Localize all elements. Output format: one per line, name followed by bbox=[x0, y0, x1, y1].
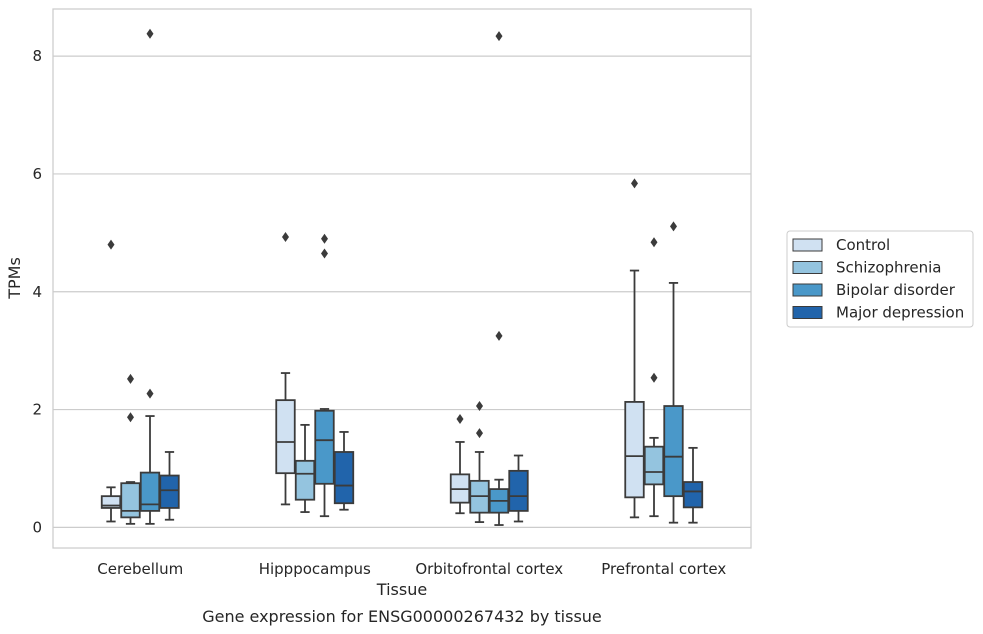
box-plot bbox=[333, 431, 355, 511]
iqr-box bbox=[275, 399, 296, 475]
outlier-point bbox=[127, 373, 134, 384]
iqr-box bbox=[643, 445, 665, 486]
iqr-box bbox=[314, 409, 335, 485]
legend-swatch bbox=[792, 283, 823, 297]
y-tick-label: 0 bbox=[32, 518, 42, 536]
box-plot bbox=[314, 233, 335, 518]
iqr-box bbox=[682, 481, 704, 509]
legend-swatch bbox=[792, 238, 823, 252]
outlier-point bbox=[476, 428, 483, 439]
outlier-point bbox=[127, 412, 134, 423]
x-tick-label: Orbitofrontal cortex bbox=[415, 560, 563, 578]
iqr-box bbox=[139, 471, 161, 512]
legend-frame bbox=[786, 230, 974, 328]
legend-label: Bipolar disorder bbox=[836, 281, 956, 299]
y-tick-label: 8 bbox=[32, 47, 42, 65]
outlier-point bbox=[650, 237, 658, 248]
legend-label: Control bbox=[836, 236, 890, 254]
outlier-point bbox=[282, 231, 289, 242]
legend-label: Major depression bbox=[836, 304, 964, 322]
iqr-box bbox=[294, 459, 316, 501]
iqr-box bbox=[333, 451, 355, 505]
box-plot bbox=[159, 451, 180, 521]
legend-label: Schizophrenia bbox=[836, 259, 941, 277]
boxes bbox=[100, 28, 704, 526]
x-tick-label: Cerebellum bbox=[97, 560, 183, 578]
box-plot bbox=[508, 454, 529, 523]
legend-swatch bbox=[792, 306, 823, 319]
box-plot bbox=[682, 446, 704, 524]
chart-caption: Gene expression for ENSG00000267432 by t… bbox=[202, 607, 602, 626]
y-tick-label: 4 bbox=[32, 283, 42, 301]
iqr-box bbox=[508, 469, 529, 512]
outlier-point bbox=[321, 233, 328, 244]
iqr-box bbox=[159, 474, 180, 509]
iqr-box bbox=[120, 482, 141, 519]
outlier-point bbox=[456, 413, 464, 424]
y-tick-label: 2 bbox=[32, 401, 42, 419]
x-axis-title: Tissue bbox=[376, 580, 427, 599]
outlier-point bbox=[631, 178, 638, 189]
outlier-point bbox=[107, 239, 115, 250]
box-plot bbox=[488, 31, 510, 526]
y-axis-title: TPMs bbox=[5, 257, 24, 300]
x-tick-labels: Cerebellum Hipppocampus Orbitofrontal cort… bbox=[97, 560, 726, 578]
legend-swatch bbox=[792, 261, 823, 274]
box-plot bbox=[294, 423, 316, 513]
box-plot bbox=[663, 221, 684, 524]
legend: Control Schizophrenia Bipolar disorder Majo… bbox=[786, 230, 974, 328]
box-plot bbox=[449, 413, 471, 515]
box-plot bbox=[120, 373, 141, 525]
outlier-point bbox=[495, 31, 503, 42]
outlier-point bbox=[476, 401, 483, 412]
outlier-point bbox=[146, 388, 154, 399]
iqr-box bbox=[624, 401, 645, 499]
outlier-point bbox=[495, 330, 503, 341]
box-plot bbox=[643, 237, 665, 518]
iqr-box bbox=[663, 405, 684, 498]
iqr-box bbox=[100, 495, 122, 509]
box-plot bbox=[624, 178, 645, 519]
y-tick-label: 6 bbox=[32, 165, 42, 183]
outlier-point bbox=[670, 221, 677, 232]
outlier-point bbox=[650, 372, 658, 383]
box-plot bbox=[100, 239, 122, 523]
box-plot bbox=[139, 28, 161, 525]
box-plot bbox=[469, 401, 490, 523]
outlier-point bbox=[321, 248, 328, 259]
x-tick-label: Hipppocampus bbox=[259, 560, 371, 578]
x-tick-label: Prefrontal cortex bbox=[601, 560, 726, 578]
box-plot bbox=[275, 231, 296, 506]
y-tick-labels: 0 2 4 6 8 bbox=[32, 47, 42, 536]
outlier-point bbox=[146, 28, 154, 39]
